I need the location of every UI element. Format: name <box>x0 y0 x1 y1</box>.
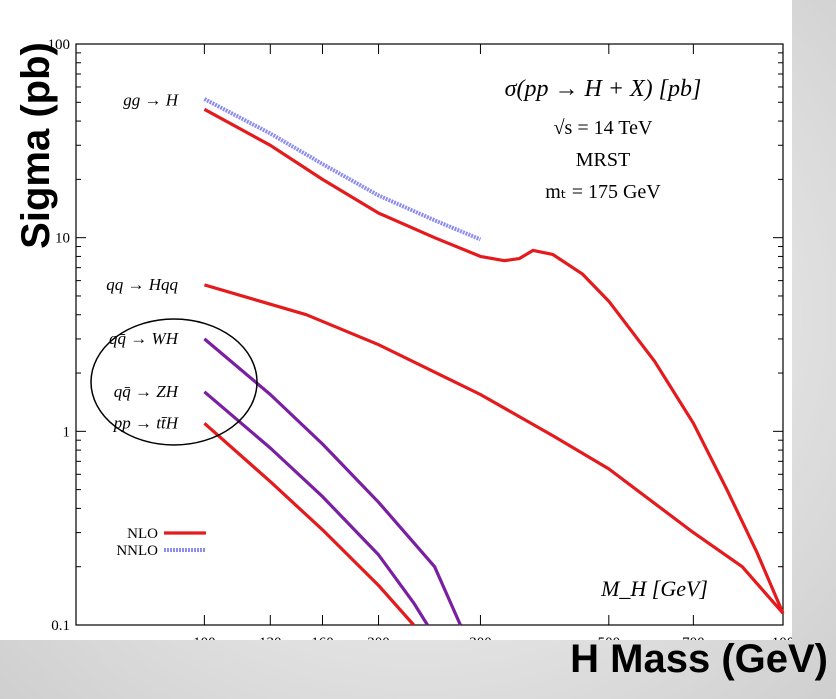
process-label: qq̄ → WH <box>109 329 180 348</box>
y-tick-label: 1 <box>63 424 71 440</box>
series-line-1 <box>203 97 482 242</box>
x-tick-label: 100 <box>193 635 216 640</box>
x-tick-label: 200 <box>367 635 390 640</box>
series-line-2 <box>203 283 785 615</box>
x-tick-label: 700 <box>682 635 705 640</box>
x-tick-label: 300 <box>469 635 492 640</box>
slide-x-axis-label: H Mass (GeV) <box>570 637 828 681</box>
process-label: qq̄ → ZH <box>114 382 180 401</box>
chart-annotation: MRST <box>576 149 630 171</box>
plot-frame <box>75 43 784 626</box>
process-label: gg → H <box>123 90 180 109</box>
process-label: qq → Hqq <box>106 275 178 294</box>
series-line-4 <box>203 390 429 626</box>
chart-annotation: √s = 14 TeV <box>554 117 653 139</box>
x-tick-label: 500 <box>598 635 621 640</box>
highlight-ellipse <box>90 318 258 446</box>
x-tick-label: 100 <box>772 635 792 640</box>
cross-section-chart: 0.1 1 10 100 100 130 160 200 300 500 700 100 gg → H q… <box>48 37 793 640</box>
chart-title: σ(pp → H + X) [pb] <box>505 76 702 102</box>
x-axis-label: M_H [GeV] <box>600 576 708 601</box>
series-line-5 <box>203 422 415 627</box>
x-tick-label: 130 <box>259 635 282 640</box>
series-line-3 <box>203 337 462 626</box>
chart-annotation: mₜ = 175 GeV <box>545 181 661 203</box>
chart-panel: 0.1 1 10 100 100 130 160 200 300 500 700 100 gg → H q… <box>47 37 793 640</box>
slide-y-axis-label-text: Sigma (pb) <box>13 41 58 249</box>
y-tick-label: 0.1 <box>51 618 70 634</box>
series-line-0 <box>203 107 785 614</box>
x-tick-label: 160 <box>311 635 334 640</box>
y-tick-label: 10 <box>55 231 70 247</box>
slide-y-axis-label: Sigma (pb) <box>8 20 64 270</box>
y-tick-label: 100 <box>48 37 71 53</box>
legend-label: NNLO <box>116 543 158 559</box>
process-label: pp → tt̄H <box>113 413 180 432</box>
legend-label: NLO <box>127 526 158 542</box>
